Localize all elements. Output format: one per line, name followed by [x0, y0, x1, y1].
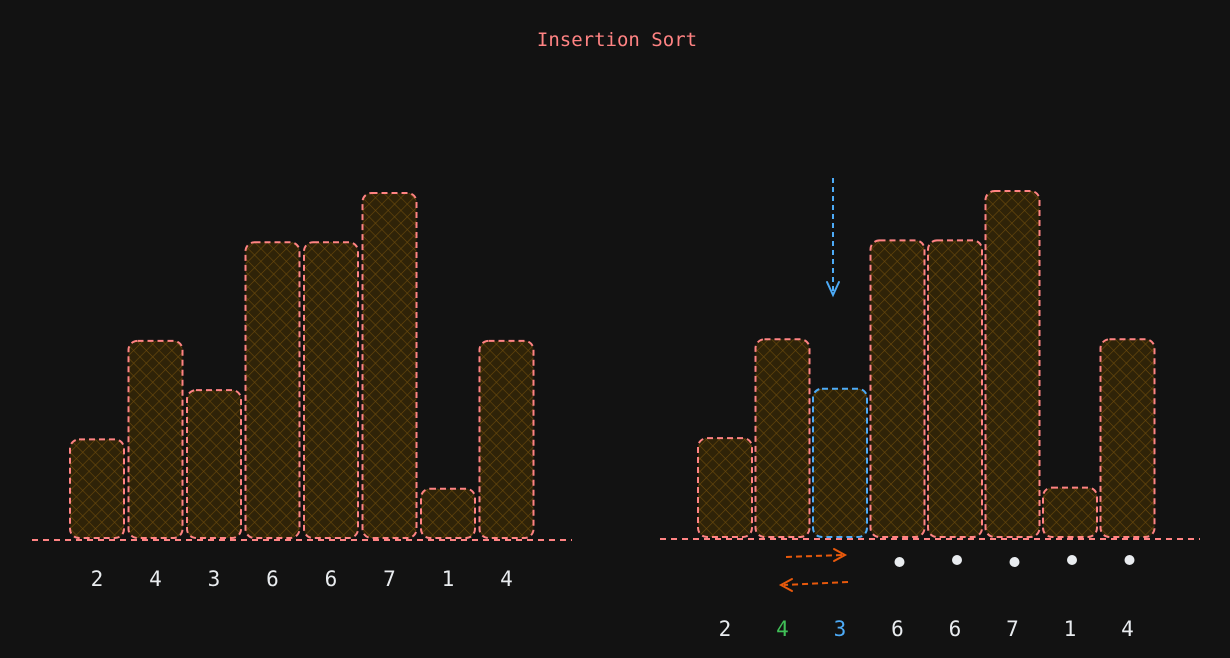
after-bar: [754, 338, 811, 538]
dot-icon: [1124, 555, 1135, 565]
after-array-chart: 2 4 3 6 6 7 1 4: [660, 178, 1200, 641]
before-value-label: 4: [500, 567, 513, 591]
before-value-label: 6: [266, 567, 279, 591]
after-value-label: 2: [719, 617, 732, 641]
dot-icon: [1009, 557, 1020, 567]
after-value-label: 3: [834, 617, 847, 641]
after-value-label: 6: [891, 617, 904, 641]
after-bar: [927, 239, 983, 539]
before-bar: [361, 192, 418, 539]
after-bar: [869, 239, 926, 539]
after-bar: [984, 190, 1041, 538]
left-arrow-icon: [778, 578, 849, 592]
after-bar: [697, 437, 753, 538]
before-bar: [244, 241, 301, 540]
after-bar: [1099, 338, 1156, 538]
before-value-label: 1: [442, 567, 455, 591]
after-bar: [1042, 486, 1098, 539]
before-bar: [186, 389, 242, 539]
before-value-label: 4: [149, 567, 162, 591]
down-arrow-icon: [826, 178, 840, 298]
before-value-label: 7: [383, 567, 396, 591]
before-bar: [69, 438, 125, 539]
after-value-label: 4: [1121, 617, 1134, 641]
before-value-label: 3: [208, 567, 221, 591]
before-bar: [127, 339, 184, 539]
before-bar: [303, 241, 359, 540]
before-bar: [420, 487, 476, 540]
after-value-label: 4: [776, 617, 789, 641]
dot-icon: [1067, 555, 1077, 565]
after-value-label: 1: [1064, 617, 1077, 641]
before-value-label: 2: [91, 567, 104, 591]
right-arrow-icon: [785, 548, 848, 562]
before-array-chart: 2 4 3 6 6 7 1 4: [32, 192, 572, 591]
after-value-label: 7: [1006, 617, 1019, 641]
before-value-label: 6: [325, 567, 338, 591]
after-bar-key: [812, 387, 868, 539]
before-bar: [478, 339, 535, 539]
dot-icon: [894, 557, 905, 567]
after-value-label: 6: [949, 617, 962, 641]
dot-icon: [952, 555, 962, 565]
diagram-title: Insertion Sort: [537, 29, 697, 51]
